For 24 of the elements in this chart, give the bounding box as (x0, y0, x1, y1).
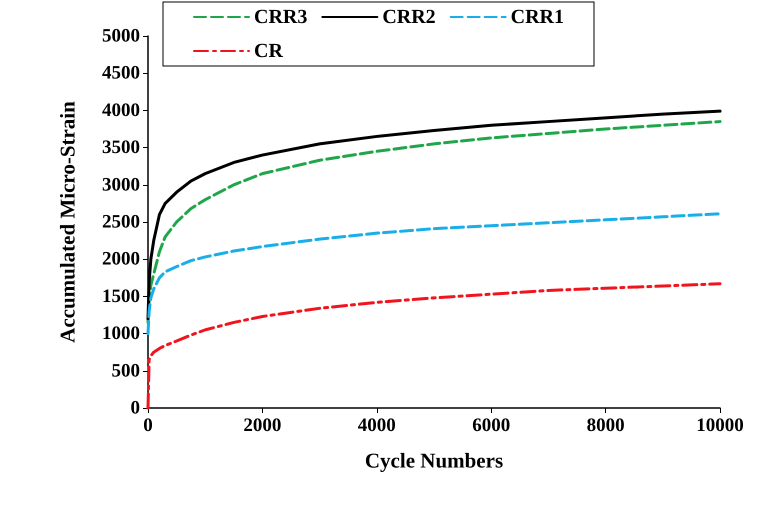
x-tick-label: 10000 (696, 415, 744, 436)
y-tick-label: 1500 (102, 286, 140, 307)
y-tick-label: 3000 (102, 174, 140, 196)
y-tick-label: 5000 (102, 26, 140, 46)
y-tick-label: 2000 (102, 248, 140, 270)
legend-label: CRR3 (254, 6, 308, 28)
x-tick-label: 8000 (586, 415, 625, 436)
y-tick-label: 1000 (102, 323, 140, 344)
x-tick-label: 6000 (472, 415, 510, 436)
x-tick-label: 4000 (358, 415, 396, 436)
x-tick-label: 2000 (243, 415, 282, 436)
y-tick-label: 2500 (102, 212, 140, 232)
y-axis-title: Accumulated Micro-Strain (56, 100, 80, 343)
legend-label: CRR2 (382, 6, 436, 28)
x-tick-label: 0 (143, 415, 153, 436)
x-axis-title: Cycle Numbers (364, 448, 504, 472)
y-tick-label: 4500 (102, 62, 140, 84)
line-series (146, 212, 722, 336)
y-tick-label: 3500 (102, 137, 140, 158)
legend-label: CRR1 (510, 6, 564, 28)
y-tick-label: 0 (130, 398, 140, 418)
legend-label: CR (254, 40, 284, 62)
y-tick-label: 500 (112, 360, 140, 382)
y-tick-label: 4000 (102, 100, 140, 121)
